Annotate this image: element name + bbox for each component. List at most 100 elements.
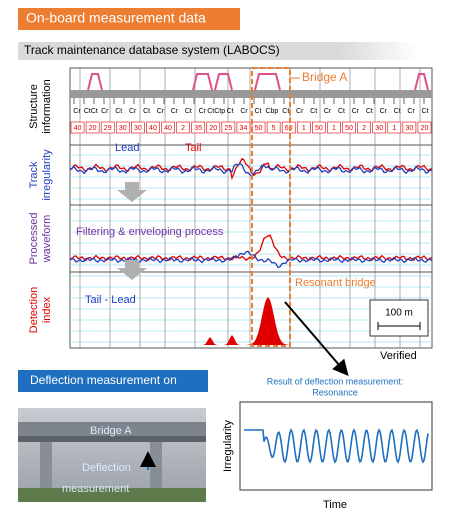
structure-code: Cbp	[265, 108, 278, 115]
photo: Deflection measurement on Bridge A Defle…	[18, 370, 208, 502]
span-box	[115, 121, 130, 134]
span-box	[402, 121, 417, 134]
span-number: 20	[421, 125, 429, 132]
structure-code: Ct	[185, 108, 192, 115]
span-box	[281, 121, 296, 134]
span-number: 1	[302, 125, 306, 132]
bridge-icon	[254, 73, 281, 91]
span-number: 34	[240, 125, 248, 132]
row-label: waveform	[41, 215, 53, 264]
structure-code: CtCtp	[207, 108, 225, 115]
span-number: 30	[375, 125, 383, 132]
tail-label: Tail	[185, 142, 202, 154]
structure-code: Ct	[254, 108, 261, 115]
span-box	[266, 121, 281, 134]
result-title: Result of deflection measurement:	[267, 376, 404, 386]
span-number: 1	[332, 125, 336, 132]
photo-deflection: measurement	[62, 483, 129, 495]
span-number: 50	[315, 125, 323, 132]
bridge-highlight	[251, 67, 291, 347]
span-number: 35	[194, 125, 202, 132]
photo-banner: Deflection measurement on	[30, 373, 177, 387]
span-number: 20	[89, 125, 97, 132]
span-number: 30	[119, 125, 127, 132]
structure-code: Cr	[157, 108, 165, 115]
structure-code: Ct	[366, 108, 373, 115]
result-wave	[244, 428, 429, 464]
span-box	[221, 121, 236, 134]
span-box	[85, 121, 100, 134]
span-number: 60	[285, 125, 293, 132]
row-label: irregularity	[41, 149, 53, 201]
structure-code: Ct	[227, 108, 234, 115]
lead-label: Lead	[115, 142, 139, 154]
bridge-icon	[214, 73, 233, 91]
span-box	[312, 121, 326, 134]
process-arrow	[117, 260, 147, 280]
header-box	[18, 8, 240, 30]
structure-code: Ct	[282, 108, 289, 115]
structure-code: Ct	[143, 108, 150, 115]
span-number: 40	[164, 125, 172, 132]
span-box	[342, 121, 356, 134]
span-box	[387, 121, 402, 134]
span-number: 2	[362, 125, 366, 132]
structure-code: Cr	[324, 108, 332, 115]
scale-label: 100 m	[385, 308, 413, 319]
process-label: Filtering & enveloping process	[76, 226, 224, 238]
structure-code: Cr	[240, 108, 248, 115]
structure-code: Ct	[310, 108, 317, 115]
span-number: 25	[224, 125, 232, 132]
span-number: 5	[272, 125, 276, 132]
structure-code: Cr	[101, 108, 109, 115]
result: Result of deflection measurement: Resona…	[222, 376, 433, 511]
resonant-label: Resonant bridge	[295, 277, 376, 289]
photo-deflection: Deflection	[82, 462, 131, 474]
result-arrow	[284, 301, 349, 377]
span-number: 40	[149, 125, 157, 132]
track-band	[70, 90, 432, 98]
span-box	[100, 121, 115, 134]
span-box	[70, 121, 85, 134]
result-title: Resonance	[312, 387, 358, 397]
structure-code: Cr	[73, 108, 81, 115]
waveform	[69, 250, 433, 269]
verified-label: Verified	[380, 350, 417, 362]
row-label: Track	[28, 161, 40, 189]
structure-code: Ct	[115, 108, 122, 115]
span-number: 20	[209, 125, 217, 132]
structure-code: Ct	[422, 108, 429, 115]
span-number: 50	[255, 125, 263, 132]
photo-bridge: Bridge A	[90, 425, 132, 437]
structure-code: Cr	[199, 108, 207, 115]
span-number: 29	[104, 125, 112, 132]
system-bar	[18, 42, 418, 60]
span-number: 1	[392, 125, 396, 132]
span-box	[146, 121, 160, 134]
structure-code: Cr	[407, 108, 415, 115]
span-number: 50	[345, 125, 353, 132]
span-number: 2	[181, 125, 185, 132]
span-box	[372, 121, 387, 134]
structure-code: Cr	[352, 108, 360, 115]
span-box	[296, 121, 311, 134]
row-label: index	[41, 296, 53, 323]
header-title: On-board measurement data	[26, 10, 206, 26]
structure-code: Cr	[171, 108, 179, 115]
structure-code: Cr	[296, 108, 304, 115]
span-box	[191, 121, 206, 134]
row-label: Structure	[28, 84, 40, 129]
span-box	[327, 121, 341, 134]
bridge-label: Bridge A	[302, 70, 347, 84]
structure-code: CtCt	[84, 108, 98, 115]
span-number: 30	[405, 125, 413, 132]
span-box	[131, 121, 145, 134]
structure-code: Ct	[394, 108, 401, 115]
scale-box	[369, 299, 429, 337]
span-box	[206, 121, 221, 134]
result-ylabel: Irregularity	[222, 420, 234, 472]
structure-code: Cr	[129, 108, 137, 115]
result-xlabel: Time	[323, 499, 347, 511]
row-label: Processed	[28, 213, 40, 265]
